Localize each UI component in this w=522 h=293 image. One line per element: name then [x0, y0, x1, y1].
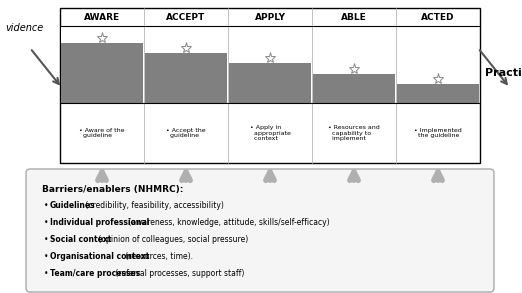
Text: ACTED: ACTED	[421, 13, 455, 23]
Bar	[397, 26, 479, 84]
Text: ABLE: ABLE	[341, 13, 367, 23]
Text: Individual professional: Individual professional	[50, 218, 149, 227]
Bar	[313, 26, 395, 74]
Text: (credibility, feasibility, accessibility): (credibility, feasibility, accessibility…	[83, 201, 224, 210]
Bar	[229, 26, 311, 63]
Text: • Resources and
  capability to
  implement: • Resources and capability to implement	[328, 125, 380, 141]
Text: Barriers/enablers (NHMRC):: Barriers/enablers (NHMRC):	[42, 185, 183, 194]
Bar	[313, 74, 395, 103]
Text: (opinion of colleagues, social pressure): (opinion of colleagues, social pressure)	[96, 235, 248, 244]
Text: • Aware of the
  guideline: • Aware of the guideline	[79, 127, 125, 138]
Bar	[145, 26, 227, 53]
Bar	[61, 43, 143, 103]
Text: APPLY: APPLY	[255, 13, 286, 23]
Text: Team/care processes: Team/care processes	[50, 269, 140, 278]
Text: •: •	[44, 201, 51, 210]
Text: vidence: vidence	[5, 23, 43, 33]
Text: •: •	[44, 252, 51, 261]
Text: •: •	[44, 235, 51, 244]
Text: • Implemented
  the guideline: • Implemented the guideline	[414, 127, 462, 138]
Text: Guidelines: Guidelines	[50, 201, 96, 210]
Text: •: •	[44, 269, 51, 278]
Text: Social context: Social context	[50, 235, 111, 244]
Text: (awareness, knowledge, attitude, skills/self-efficacy): (awareness, knowledge, attitude, skills/…	[126, 218, 329, 227]
Bar	[61, 26, 143, 43]
Bar	[397, 84, 479, 103]
Text: • Apply in
  appropriate
  context: • Apply in appropriate context	[250, 125, 290, 141]
Text: AWARE: AWARE	[84, 13, 120, 23]
Text: (referral processes, support staff): (referral processes, support staff)	[113, 269, 244, 278]
Bar	[145, 53, 227, 103]
Text: (resources, time).: (resources, time).	[123, 252, 193, 261]
Text: Organisational context: Organisational context	[50, 252, 149, 261]
Text: Practice: Practice	[485, 68, 522, 78]
Text: ACCEPT: ACCEPT	[167, 13, 206, 23]
Bar	[229, 63, 311, 103]
FancyBboxPatch shape	[60, 8, 480, 163]
Text: •: •	[44, 218, 51, 227]
FancyBboxPatch shape	[26, 169, 494, 292]
Text: • Accept the
  guideline: • Accept the guideline	[166, 127, 206, 138]
